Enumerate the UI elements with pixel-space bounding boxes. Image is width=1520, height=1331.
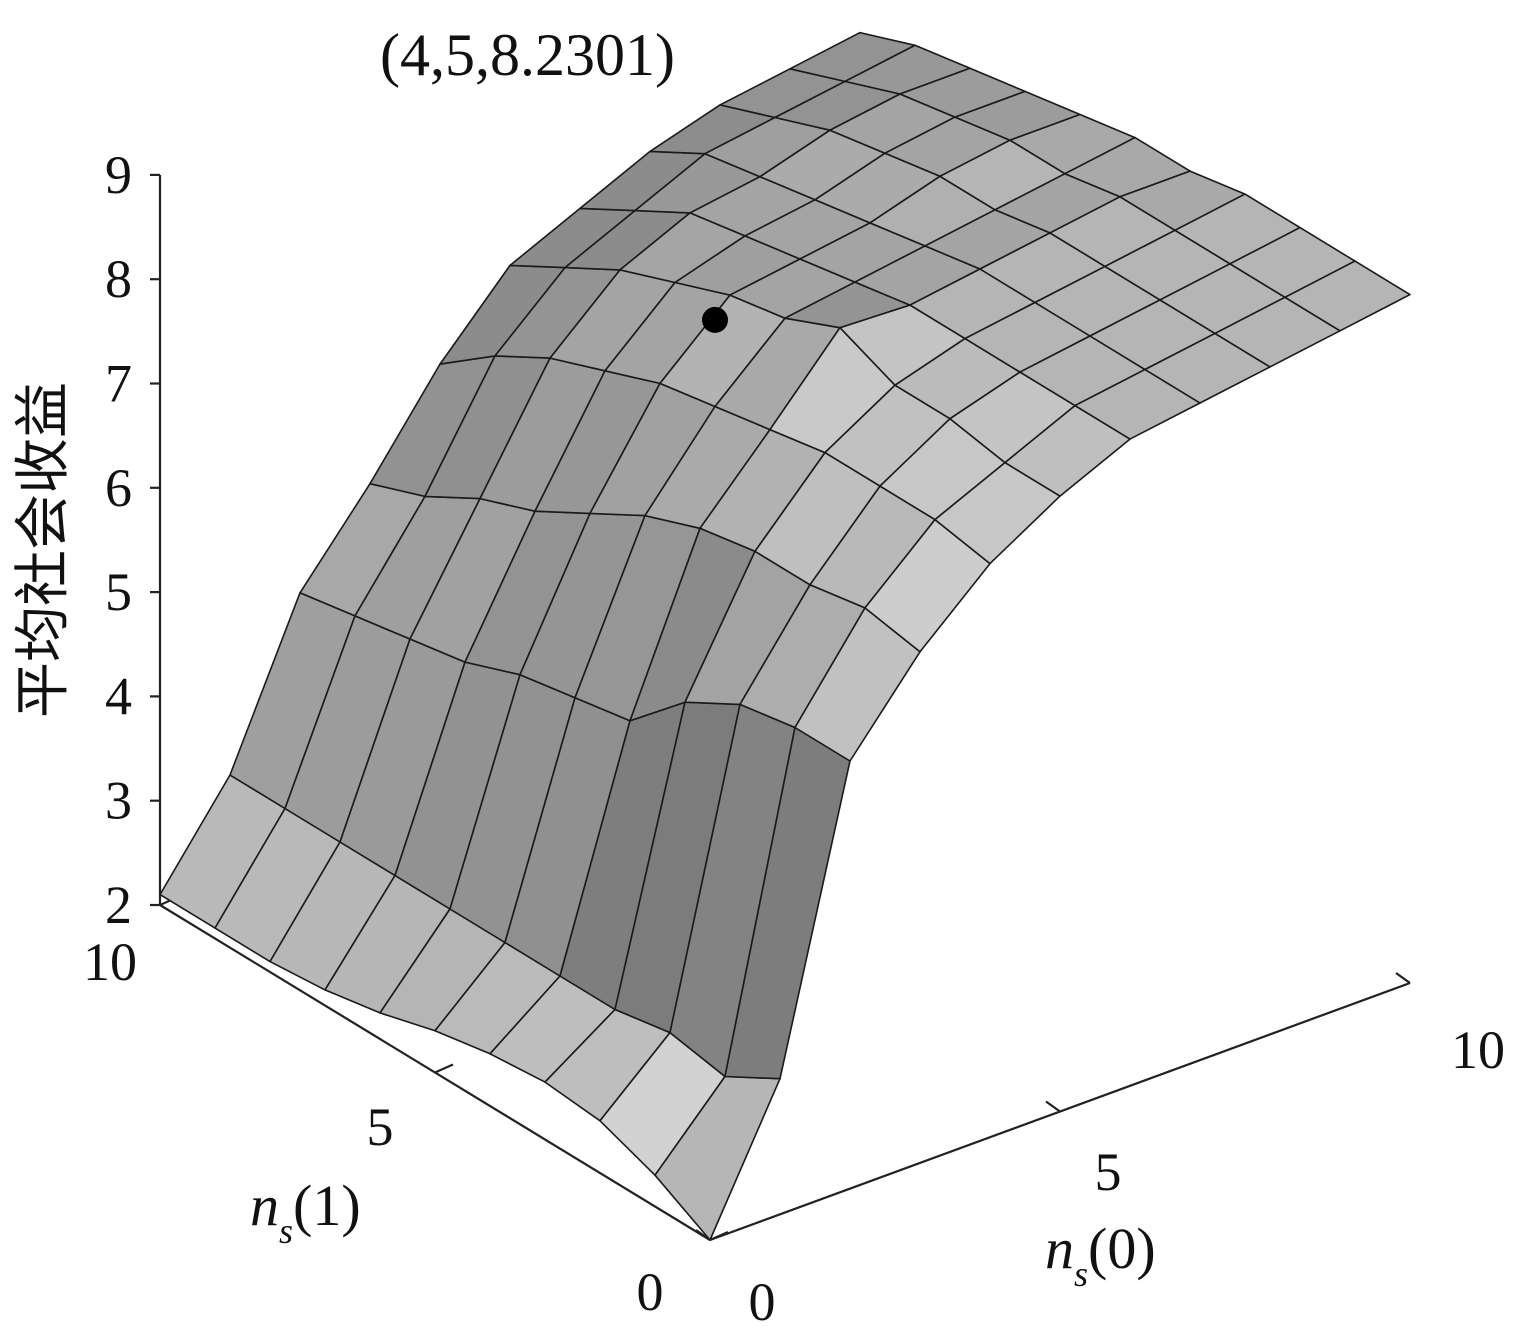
svg-text:ns(0): ns(0) xyxy=(1045,1216,1156,1294)
y-label-main: n xyxy=(250,1173,279,1238)
z-tick-label: 4 xyxy=(105,666,132,726)
x-axis-label: ns(0) xyxy=(1045,1216,1156,1294)
x-tick-label: 0 xyxy=(749,1272,776,1331)
x-tick-label: 10 xyxy=(1451,1020,1505,1080)
x-label-sub: s xyxy=(1074,1254,1088,1294)
z-tick-label: 2 xyxy=(105,875,132,935)
point-annotation: (4,5,8.2301) xyxy=(380,22,675,88)
x-label-main: n xyxy=(1045,1216,1074,1281)
y-tick-label: 5 xyxy=(367,1097,394,1157)
x-label-arg: (0) xyxy=(1088,1216,1156,1281)
y-axis-label: ns(1) xyxy=(250,1173,361,1251)
surface xyxy=(159,31,1411,1241)
tick-mark xyxy=(1045,1100,1061,1113)
svg-text:ns(1): ns(1) xyxy=(250,1173,361,1251)
z-tick-label: 3 xyxy=(105,771,132,831)
tick-mark xyxy=(709,1230,729,1242)
tick-marks: 2 3 4 5 6 7 8 9 0 5 10 0 5 10 xyxy=(83,145,1505,1331)
y-tick-label: 10 xyxy=(83,932,137,992)
y-tick-label: 0 xyxy=(637,1262,664,1322)
tick-mark xyxy=(434,1063,454,1074)
z-tick-label: 6 xyxy=(105,458,132,518)
y-label-arg: (1) xyxy=(293,1173,361,1238)
z-axis-label: 平均社会收益 xyxy=(11,382,76,718)
x-tick-label: 5 xyxy=(1095,1142,1122,1202)
y-label-sub: s xyxy=(279,1211,293,1251)
z-tick-label: 8 xyxy=(105,249,132,309)
z-tick-label: 7 xyxy=(105,354,132,414)
highlight-point xyxy=(702,306,728,333)
z-tick-label: 9 xyxy=(105,145,132,205)
surface-patch xyxy=(1284,260,1411,332)
z-tick-label: 5 xyxy=(105,562,132,622)
tick-mark xyxy=(1395,972,1411,984)
